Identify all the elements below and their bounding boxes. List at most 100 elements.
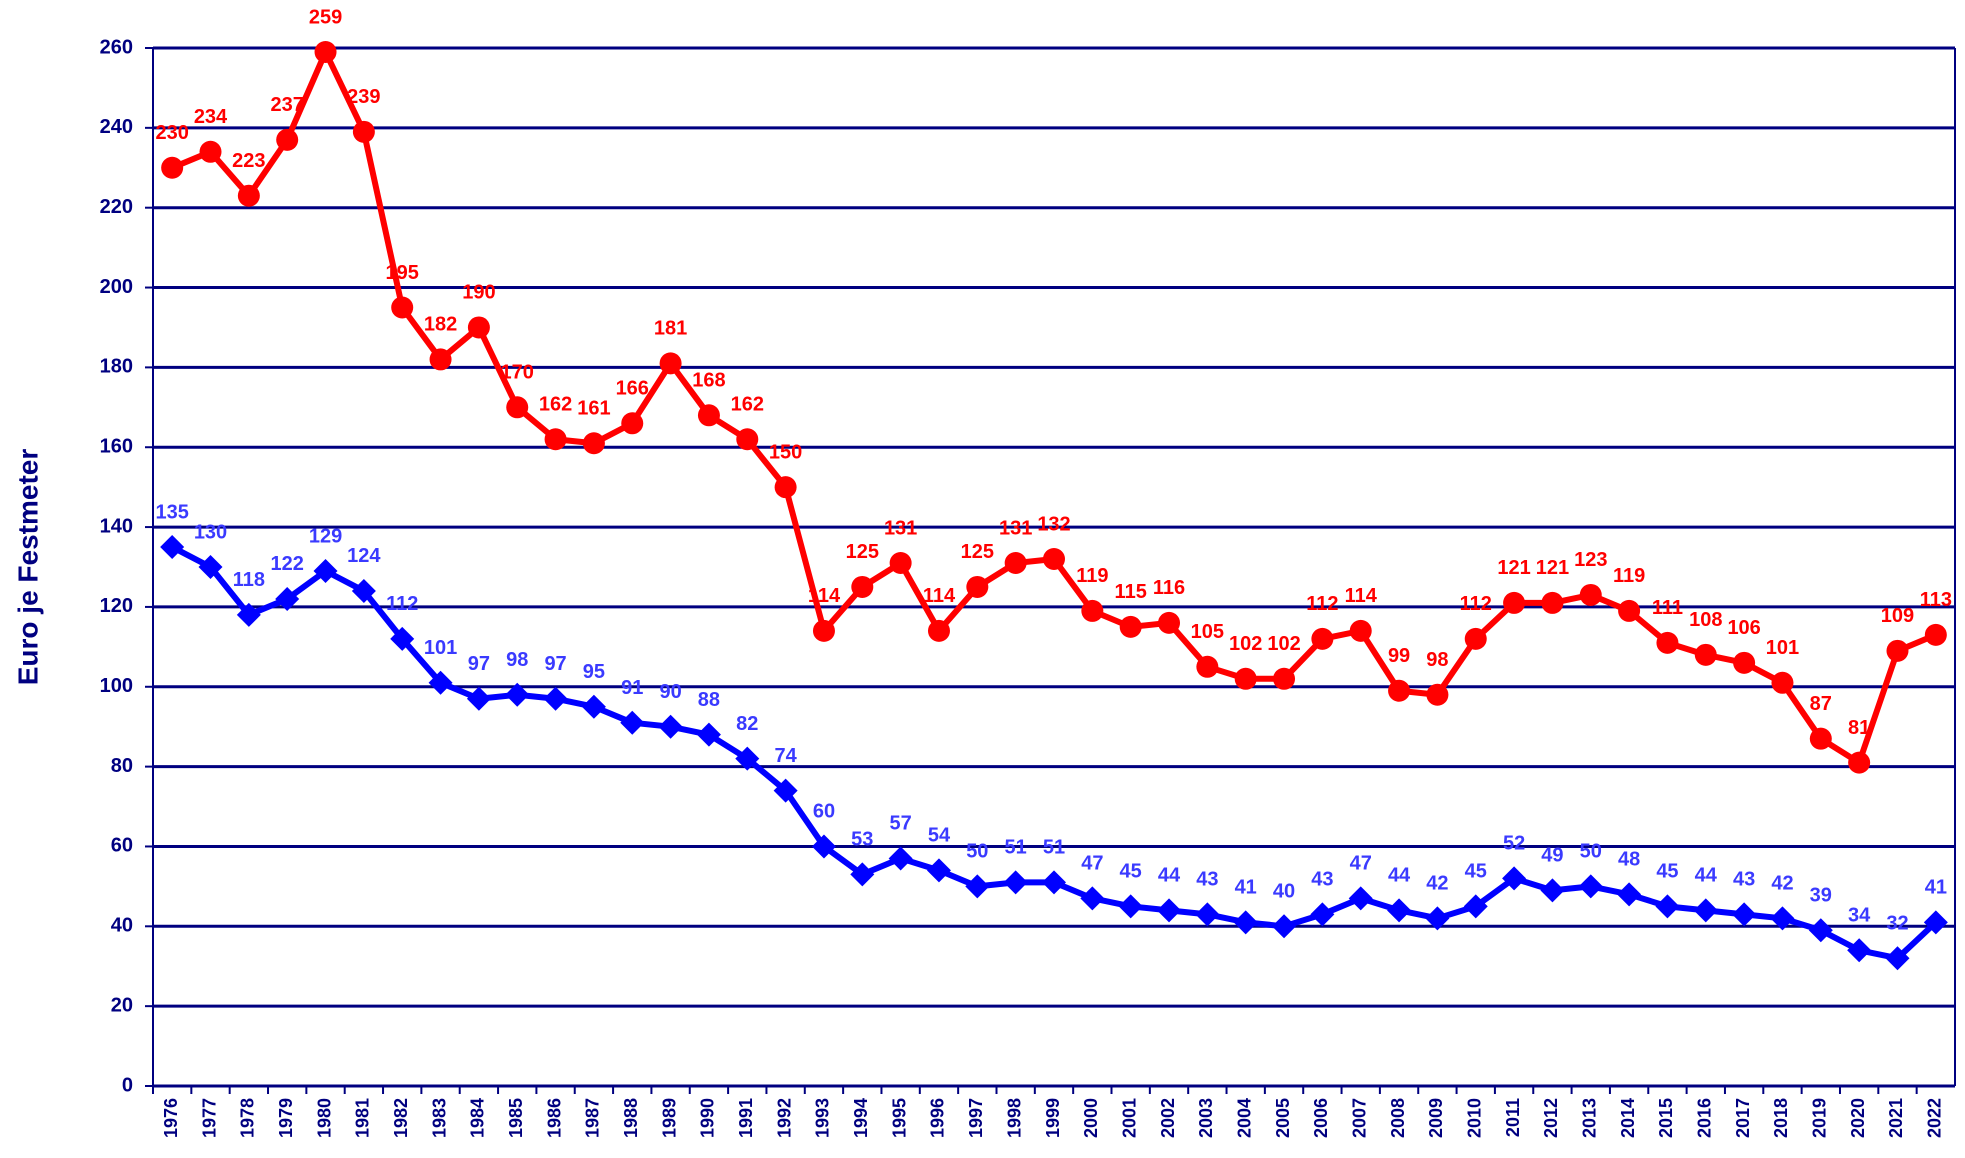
x-tick-label: 2017 — [1733, 1098, 1753, 1138]
marker — [1388, 679, 1411, 702]
marker — [774, 476, 797, 499]
marker — [467, 316, 490, 339]
marker — [1234, 667, 1257, 690]
marker — [237, 184, 260, 207]
x-tick-label: 1981 — [353, 1098, 373, 1138]
marker — [1886, 639, 1909, 662]
data-label: 181 — [654, 318, 687, 340]
marker — [965, 874, 990, 899]
marker — [1119, 615, 1142, 638]
marker — [1694, 643, 1717, 666]
marker — [391, 296, 414, 319]
data-label: 39 — [1810, 885, 1832, 907]
data-label: 97 — [468, 653, 490, 675]
data-label: 118 — [233, 569, 265, 591]
data-label: 129 — [309, 525, 342, 547]
marker — [620, 710, 645, 735]
marker — [1157, 898, 1182, 923]
data-label: 119 — [1076, 565, 1108, 587]
data-label: 101 — [1766, 637, 1799, 659]
marker — [658, 714, 683, 739]
x-tick-label: 2011 — [1503, 1098, 1523, 1137]
y-tick-label: 180 — [100, 356, 133, 378]
data-label: 105 — [1191, 621, 1224, 643]
x-tick-label: 1984 — [468, 1098, 488, 1138]
x-tick-label: 2018 — [1771, 1098, 1791, 1138]
data-label: 223 — [232, 150, 265, 172]
marker — [735, 746, 760, 771]
x-tick-label: 2006 — [1311, 1098, 1331, 1138]
marker — [1540, 878, 1565, 903]
data-label: 99 — [1388, 645, 1410, 667]
x-tick-label: 2003 — [1196, 1098, 1216, 1138]
marker — [1348, 886, 1373, 911]
x-tick-label: 2000 — [1081, 1098, 1101, 1138]
marker — [1541, 591, 1564, 614]
x-tick-label: 1995 — [889, 1098, 909, 1138]
marker — [811, 834, 836, 859]
marker — [1808, 918, 1833, 943]
marker — [352, 120, 375, 143]
x-tick-label: 1997 — [966, 1098, 986, 1138]
x-tick-label: 2016 — [1695, 1098, 1715, 1138]
y-tick-label: 260 — [100, 36, 133, 58]
data-label: 122 — [271, 553, 304, 575]
marker — [1426, 683, 1449, 706]
data-label: 108 — [1689, 609, 1722, 631]
x-tick-label: 1979 — [276, 1098, 296, 1138]
marker — [161, 156, 184, 179]
y-axis-label: Euro je Festmeter — [12, 449, 43, 686]
x-tick-label: 1983 — [429, 1098, 449, 1138]
marker — [736, 428, 759, 451]
marker — [1578, 874, 1603, 899]
y-tick-label: 240 — [100, 116, 133, 138]
marker — [1195, 902, 1220, 927]
data-label: 91 — [621, 677, 643, 699]
marker — [1042, 870, 1066, 895]
data-label: 98 — [506, 649, 528, 671]
x-tick-label: 1991 — [736, 1098, 756, 1138]
data-label: 161 — [577, 398, 610, 420]
y-tick-label: 80 — [111, 755, 133, 777]
data-label: 43 — [1733, 869, 1755, 891]
x-tick-label: 1992 — [774, 1098, 794, 1138]
marker — [1656, 631, 1679, 654]
x-tick-label: 1993 — [813, 1098, 833, 1138]
data-label: 53 — [851, 829, 873, 851]
marker — [506, 396, 529, 419]
x-tick-label: 1998 — [1004, 1098, 1024, 1138]
x-tick-label: 2009 — [1426, 1098, 1446, 1138]
marker — [889, 552, 912, 575]
marker — [697, 404, 720, 427]
data-label: 102 — [1229, 633, 1262, 655]
x-tick-label: 2002 — [1158, 1098, 1178, 1138]
marker — [1310, 902, 1335, 927]
data-label: 54 — [928, 825, 951, 847]
data-label: 230 — [155, 122, 188, 144]
marker — [1272, 914, 1297, 939]
marker — [851, 575, 874, 598]
data-label: 237 — [271, 94, 304, 116]
marker — [1425, 906, 1450, 931]
marker — [1004, 552, 1027, 575]
marker — [1463, 894, 1488, 919]
y-tick-label: 20 — [111, 994, 133, 1016]
marker — [1848, 751, 1871, 774]
marker — [276, 128, 299, 151]
marker — [199, 140, 222, 163]
data-label: 98 — [1426, 649, 1448, 671]
marker — [1771, 671, 1794, 694]
marker — [926, 858, 951, 883]
y-tick-label: 40 — [111, 915, 133, 937]
data-label: 82 — [736, 713, 758, 735]
data-label: 52 — [1503, 833, 1525, 855]
x-tick-label: 1987 — [583, 1098, 603, 1138]
data-label: 44 — [1695, 865, 1718, 887]
marker — [1081, 599, 1104, 622]
x-tick-label: 1990 — [698, 1098, 718, 1138]
marker — [198, 555, 223, 579]
x-tick-label: 1982 — [391, 1098, 411, 1138]
marker — [1655, 894, 1680, 919]
data-label: 102 — [1267, 633, 1300, 655]
data-label: 41 — [1925, 877, 1947, 899]
